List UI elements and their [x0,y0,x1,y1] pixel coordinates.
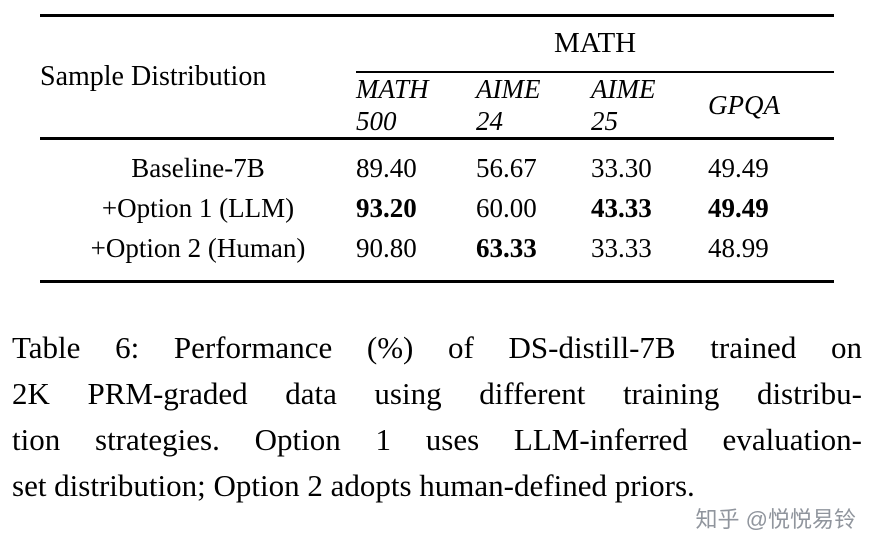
caption-line-1: Table 6: Performance (%) of DS-distill-7… [12,329,862,365]
table-row-option2: +Option 2 (Human) 90.80 63.33 33.33 48.9… [40,227,835,283]
column-header-aime24: AIME 24 [476,71,591,140]
row-label: +Option 1 (LLM) [101,192,295,223]
cell-baseline-aime24: 56.67 [476,152,537,183]
column-header-line1: MATH [356,73,429,104]
caption-line-3: tion strategies. Option 1 uses LLM-infer… [12,421,862,457]
cell-option1-aime24: 60.00 [476,192,537,223]
cell-option2-gpqa: 48.99 [708,227,835,283]
cell-option1-gpqa: 49.49 [708,192,769,223]
cell-option2-aime24: 63.33 [476,227,591,283]
cell-option1-aime25: 43.33 [591,192,652,223]
header-columns-row: MATH 500 AIME 24 AIME 25 GPQA [40,71,835,140]
column-header-line1: AIME [476,73,541,104]
caption-line-2: 2K PRM-graded data using different train… [12,375,862,411]
results-table: Sample Distribution MATH MATH 500 AIME 2… [40,14,835,283]
table-row-option1: +Option 1 (LLM) 93.20 60.00 43.33 49.49 [40,188,834,228]
corner-header: Sample Distribution [40,14,356,140]
cell-option2-math500: 90.80 [356,227,476,283]
header-group-row: Sample Distribution MATH [40,14,835,140]
group-header-math: MATH [356,14,835,73]
cell-baseline-aime25: 33.30 [591,152,652,183]
caption-line-4: set distribution; Option 2 adopts human-… [12,467,695,503]
column-header-line2: 24 [476,105,503,136]
column-header-line1: GPQA [708,89,780,120]
column-header-gpqa: GPQA [708,71,835,140]
column-header-line2: 500 [356,105,397,136]
column-header-line2: 25 [591,105,618,136]
cell-option2-aime25: 33.33 [591,227,708,283]
row-label: Baseline-7B [131,152,265,183]
column-header-aime25: AIME 25 [591,71,708,140]
cell-baseline-math500: 89.40 [356,152,417,183]
column-header-math500: MATH 500 [356,71,476,140]
row-label: +Option 2 (Human) [40,227,356,283]
cell-baseline-gpqa: 49.49 [708,152,769,183]
column-header-line1: AIME [591,73,656,104]
table-caption: Table 6: Performance (%) of DS-distill-7… [12,325,862,509]
cell-option1-math500: 93.20 [356,192,417,223]
table-row-baseline: Baseline-7B 89.40 56.67 33.30 49.49 [40,138,834,188]
